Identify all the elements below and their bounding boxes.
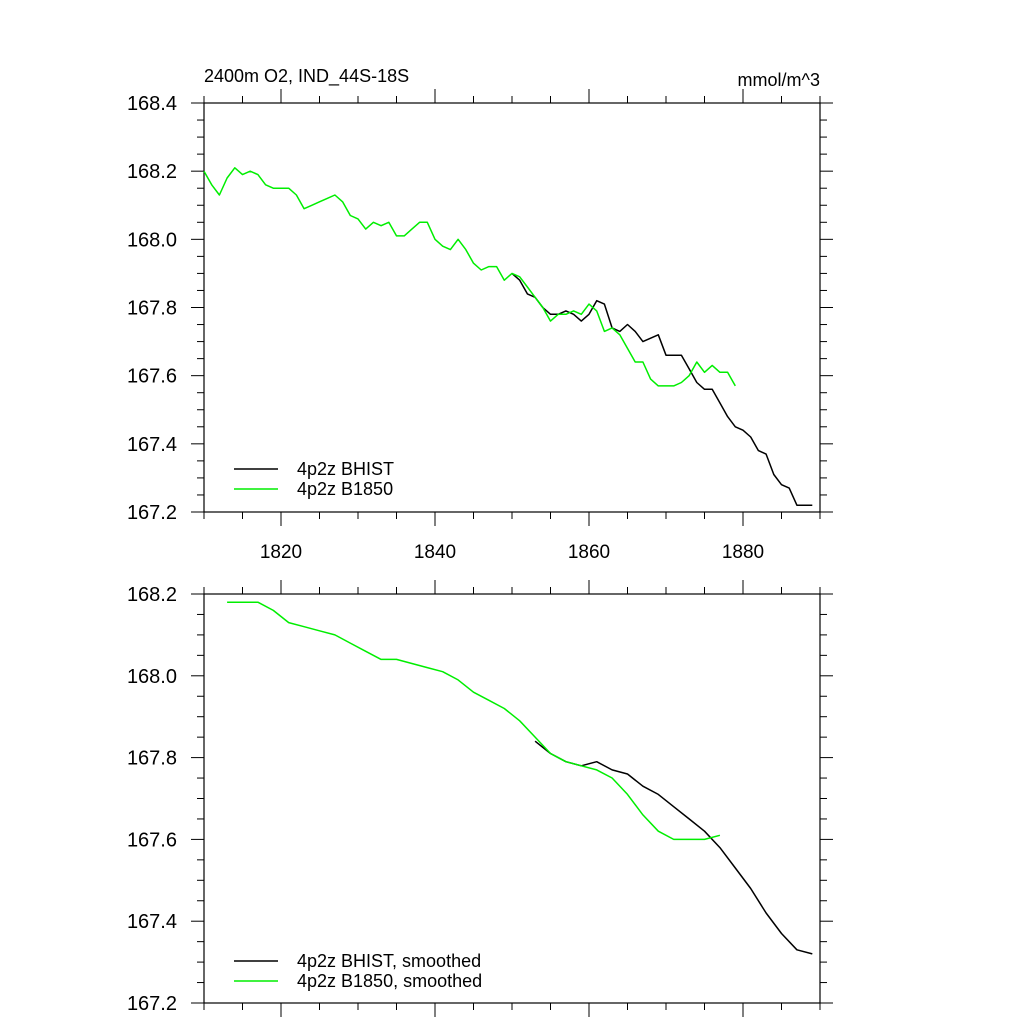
y-tick-label: 168.0	[127, 229, 177, 251]
x-tick-label: 1840	[414, 542, 456, 563]
y-tick-label: 167.4	[127, 911, 177, 933]
y-tick-label: 167.8	[127, 298, 177, 320]
x-tick-label: 1880	[722, 542, 764, 563]
y-tick-label: 168.2	[127, 161, 177, 183]
x-tick-label: 1820	[260, 542, 302, 563]
y-tick-label: 167.2	[127, 502, 177, 524]
y-tick-label: 167.6	[127, 366, 177, 388]
bottom-panel: 167.2 167.4 167.6 167.8 168.0 168.2 4p2z BHIST…	[127, 580, 833, 1017]
y-tick-label: 167.6	[127, 829, 177, 851]
series-line-b1850	[227, 601, 721, 841]
y-tick-label: 167.4	[127, 434, 177, 456]
y-tick-label: 168.2	[127, 584, 177, 606]
y-tick-label: 168.4	[127, 93, 177, 115]
y-tick-label: 168.0	[127, 666, 177, 688]
series-line-b1850	[203, 167, 736, 387]
chart-units: mmol/m^3	[738, 70, 820, 90]
legend-label: 4p2z B1850	[297, 479, 393, 499]
top-panel: 1820 1840 1860 1880 167.2 167.4 167.6 167.8 168.…	[127, 89, 833, 563]
series-line-bhist	[534, 740, 813, 955]
series-line-bhist	[511, 272, 813, 506]
chart-title: 2400m O2, IND_44S-18S	[204, 66, 409, 87]
legend-label: 4p2z BHIST	[297, 459, 394, 479]
plot-frame	[203, 593, 821, 1004]
y-tick-label: 167.8	[127, 748, 177, 770]
x-tick-label: 1860	[568, 542, 610, 563]
y-tick-label: 167.2	[127, 993, 177, 1015]
legend-label: 4p2z BHIST, smoothed	[297, 951, 481, 971]
plot-frame	[203, 102, 821, 513]
legend-label: 4p2z B1850, smoothed	[297, 971, 482, 991]
